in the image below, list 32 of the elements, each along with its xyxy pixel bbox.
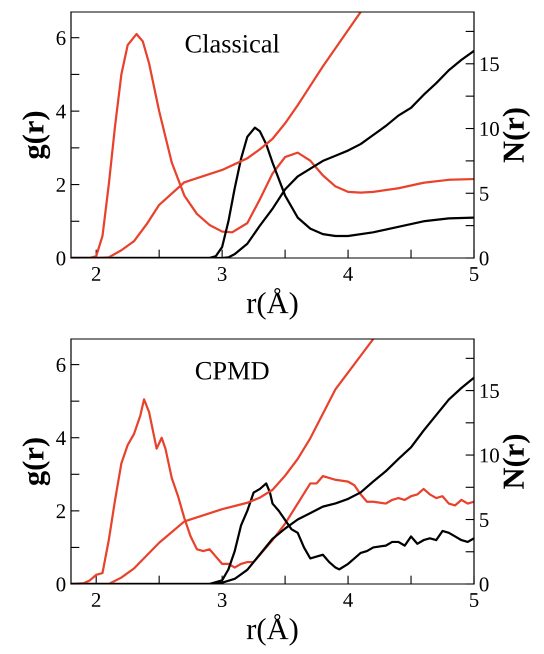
y-tick-label: 2 <box>56 504 65 518</box>
y2-tick-label: 10 <box>480 448 499 462</box>
y2-tick-label: 5 <box>480 186 488 201</box>
y2-tick-label: 5 <box>480 513 488 527</box>
y-tick-label: 2 <box>56 178 65 192</box>
y2-tick-label: 10 <box>480 122 499 136</box>
x-tick-label: 2 <box>92 592 100 607</box>
x-tick-label: 4 <box>343 267 353 281</box>
y-tick-label: 0 <box>56 251 66 266</box>
y2-tick-label: 0 <box>480 251 488 266</box>
y-tick-label: 6 <box>56 31 66 46</box>
y-tick-label: 6 <box>56 358 66 372</box>
x-tick-label: 3 <box>218 266 227 281</box>
x-tick-label: 3 <box>218 592 227 607</box>
y2-axis-title: N(r) <box>502 434 530 489</box>
annotation: Classical <box>186 34 280 53</box>
annotation: CPMD <box>196 362 269 380</box>
y-tick-label: 4 <box>56 431 66 445</box>
x-tick-label: 5 <box>470 593 478 607</box>
x-tick-label: 4 <box>343 593 353 607</box>
y2-tick-label: 0 <box>480 577 488 592</box>
y-axis-title: g(r) <box>22 112 50 159</box>
y-tick-label: 0 <box>56 577 66 592</box>
x-tick-label: 5 <box>470 267 478 281</box>
x-tick-label: 2 <box>92 266 100 281</box>
y-axis-title: g(r) <box>22 438 50 486</box>
y2-tick-label: 15 <box>480 57 499 72</box>
x-axis-title: r(Å) <box>246 288 298 320</box>
y-tick-label: 4 <box>56 104 66 118</box>
y2-tick-label: 15 <box>480 384 499 398</box>
x-axis-title: r(Å) <box>246 614 298 646</box>
y2-axis-title: N(r) <box>502 108 530 162</box>
